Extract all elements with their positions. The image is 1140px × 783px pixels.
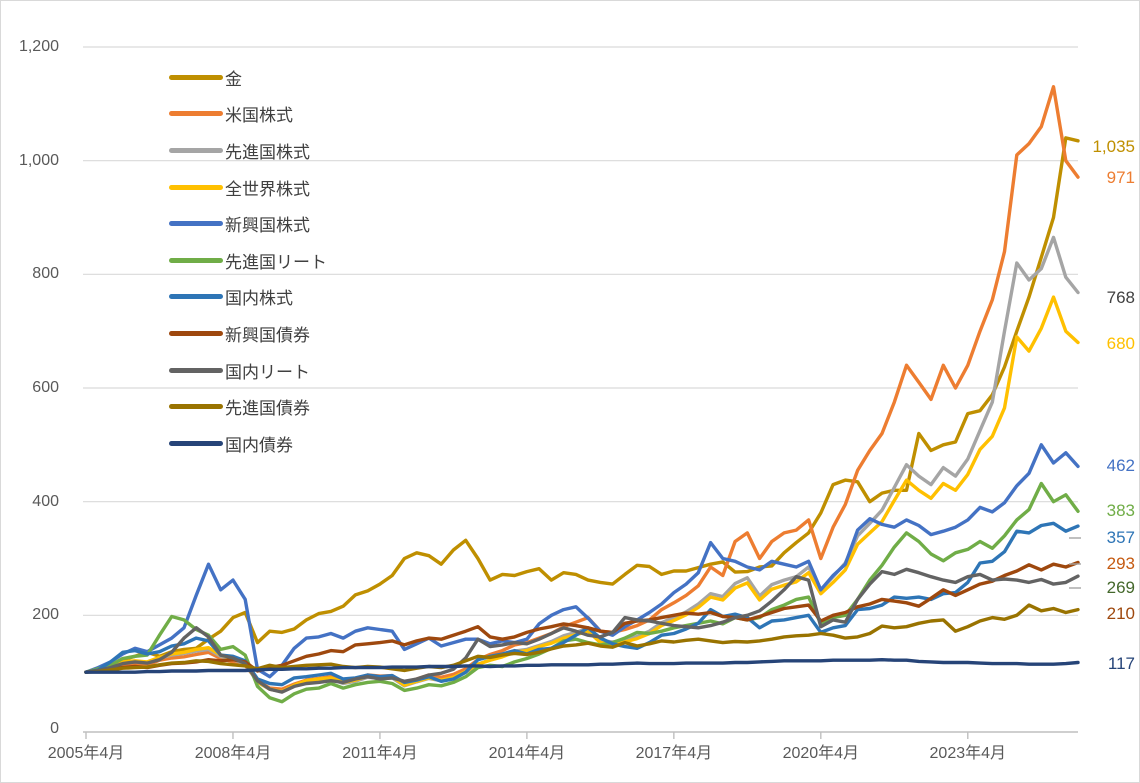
end-value-label-先進国リート: 383: [1106, 501, 1135, 520]
x-tick-label: 2008年4月: [194, 745, 272, 762]
legend-item-国内債券[interactable]: 国内債券: [169, 425, 327, 462]
x-tick-label: 2023年4月: [929, 745, 1007, 762]
x-tick-label: 2005年4月: [47, 745, 125, 762]
x-tick-label: 2017年4月: [635, 745, 713, 762]
legend-item-新興国債券[interactable]: 新興国債券: [169, 315, 327, 352]
legend-item-国内リート[interactable]: 国内リート: [169, 352, 327, 389]
legend-label: 新興国債券: [225, 325, 310, 345]
y-tick-label: 1,200: [18, 38, 59, 55]
y-tick-label: 200: [32, 606, 59, 624]
legend-line-swatch-icon: [169, 257, 223, 263]
legend-label: 先進国リート: [225, 252, 327, 272]
legend-label: 全世界株式: [225, 179, 310, 199]
chart-legend: 金米国株式先進国株式全世界株式新興国株式先進国リート 国内株式新興国債券国内リート…: [169, 59, 327, 462]
y-tick-label: 0: [50, 720, 59, 737]
series-line-9-先進国債券[interactable]: [84, 603, 1080, 674]
end-value-label-先進国株式: 768: [1106, 288, 1135, 307]
end-value-label-新興国債券: 293: [1106, 554, 1135, 573]
end-value-label-国内債券: 117: [1107, 654, 1135, 673]
legend-line-swatch-icon: [169, 147, 223, 153]
y-tick-label: 400: [32, 492, 59, 510]
series-line-8-国内リート[interactable]: [84, 567, 1080, 694]
legend-item-金[interactable]: 金: [169, 59, 327, 96]
end-value-label-国内株式: 357: [1106, 528, 1135, 547]
legend-item-米国株式[interactable]: 米国株式: [169, 96, 327, 133]
legend-label: 米国株式: [225, 106, 293, 126]
y-tick-label: 600: [32, 379, 59, 396]
x-tick-label: 2014年4月: [488, 745, 566, 762]
end-value-label-国内リート: 269: [1106, 578, 1135, 597]
legend-label: 国内株式: [225, 289, 293, 309]
legend-line-swatch-icon: [169, 367, 223, 373]
legend-line-swatch-icon: [169, 221, 223, 227]
y-tick-label: 1,000: [18, 151, 59, 169]
legend-label: 先進国債券: [225, 399, 310, 419]
legend-item-新興国株式[interactable]: 新興国株式: [169, 205, 327, 242]
series-line-10-国内債券[interactable]: [84, 658, 1080, 674]
legend-item-全世界株式[interactable]: 全世界株式: [169, 169, 327, 206]
series-line-4-新興国株式[interactable]: [84, 443, 1080, 679]
end-value-label-全世界株式: 680: [1106, 334, 1135, 353]
x-tick-label: 2020年4月: [782, 745, 860, 762]
y-tick-label: 800: [32, 265, 59, 283]
legend-line-swatch-icon: [169, 404, 223, 410]
end-value-label-金: 1,035: [1092, 137, 1135, 156]
legend-line-swatch-icon: [169, 330, 223, 336]
legend-label: 金: [225, 69, 242, 89]
x-tick-label: 2011年4月: [342, 745, 418, 762]
legend-label: 国内債券: [225, 435, 293, 455]
end-value-label-先進国債券: 210: [1106, 604, 1135, 623]
legend-label: 新興国株式: [225, 216, 310, 236]
legend-line-swatch-icon: [169, 294, 223, 300]
legend-item-先進国株式[interactable]: 先進国株式: [169, 132, 327, 169]
legend-item-先進国債券[interactable]: 先進国債券: [169, 388, 327, 425]
legend-item-国内株式[interactable]: 国内株式: [169, 279, 327, 316]
legend-line-swatch-icon: [169, 184, 223, 190]
legend-item-先進国リート[interactable]: 先進国リート: [169, 242, 327, 279]
legend-label: 先進国株式: [225, 142, 310, 162]
legend-line-swatch-icon: [169, 440, 223, 446]
legend-line-swatch-icon: [169, 74, 223, 80]
legend-line-swatch-icon: [169, 111, 223, 117]
end-value-label-新興国株式: 462: [1106, 456, 1135, 475]
end-value-label-米国株式: 971: [1106, 168, 1135, 187]
legend-label: 国内リート: [225, 362, 310, 382]
